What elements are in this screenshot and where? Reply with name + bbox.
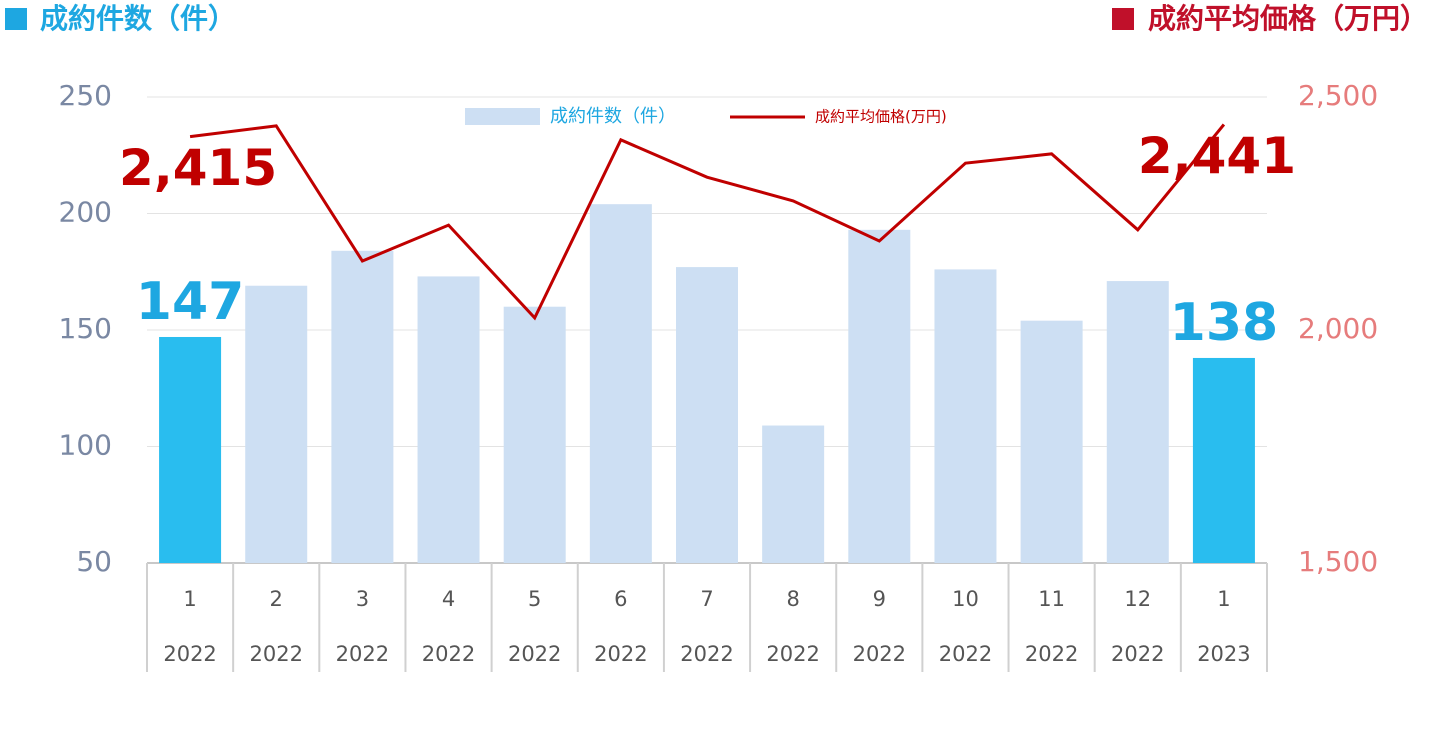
y2-tick-label: 2,000 [1298,312,1378,345]
x-tick-label-year: 2022 [853,642,906,666]
x-tick-label-year: 2022 [250,642,303,666]
x-tick-label: 3 [356,587,369,611]
x-tick-label-year: 2022 [939,642,992,666]
y-tick-label: 100 [59,429,112,462]
y-tick-label: 50 [76,545,112,578]
y2-tick-label: 2,500 [1298,79,1378,112]
y2-tick-label: 1,500 [1298,545,1378,578]
bar [848,229,911,563]
x-tick-label: 4 [442,587,455,611]
x-tick-label: 2 [270,587,283,611]
bar [159,336,222,563]
bar [676,267,738,563]
x-tick-label-year: 2023 [1197,642,1250,666]
value-label: 2,441 [1138,127,1296,185]
header-marker [5,8,27,30]
x-tick-label: 11 [1038,587,1065,611]
x-tick-label-year: 2022 [336,642,389,666]
x-tick-label: 7 [700,587,713,611]
x-tick-label: 12 [1124,587,1151,611]
legend-swatch [465,108,540,125]
x-tick-label-year: 2022 [508,642,561,666]
bar [1020,320,1083,563]
x-tick-label: 1 [183,587,196,611]
bar [245,285,308,563]
x-tick-label-year: 2022 [766,642,819,666]
line [189,123,1226,321]
bar [417,276,480,563]
legend-label: 成約平均価格(万円) [815,108,947,126]
bar [503,306,566,563]
bar [762,425,825,563]
y-tick-label: 250 [59,79,112,112]
value-label: 138 [1170,293,1279,353]
x-tick-label: 6 [614,587,627,611]
value-label: 147 [136,272,245,332]
x-tick-label-year: 2022 [680,642,733,666]
bar [331,250,394,563]
x-tick-label: 8 [786,587,799,611]
x-tick-label: 1 [1217,587,1230,611]
legend-label: 成約件数（件） [550,106,676,127]
value-label: 2,415 [119,139,277,197]
bar [589,204,652,563]
y-tick-label: 150 [59,312,112,345]
x-tick-label-year: 2022 [422,642,475,666]
bar [1106,281,1169,563]
x-tick-label-year: 2022 [594,642,647,666]
bar [934,269,997,563]
header-left: 成約件数（件） [40,2,236,35]
header-marker [1112,8,1134,30]
x-tick-label-year: 2022 [163,642,216,666]
x-tick-label: 5 [528,587,541,611]
y-tick-label: 200 [59,196,112,229]
x-tick-label-year: 2022 [1025,642,1078,666]
x-tick-label-year: 2022 [1111,642,1164,666]
x-tick-label: 10 [952,587,979,611]
x-tick-label: 9 [873,587,886,611]
header-right: 成約平均価格（万円） [1148,2,1428,35]
bar [1192,357,1255,563]
